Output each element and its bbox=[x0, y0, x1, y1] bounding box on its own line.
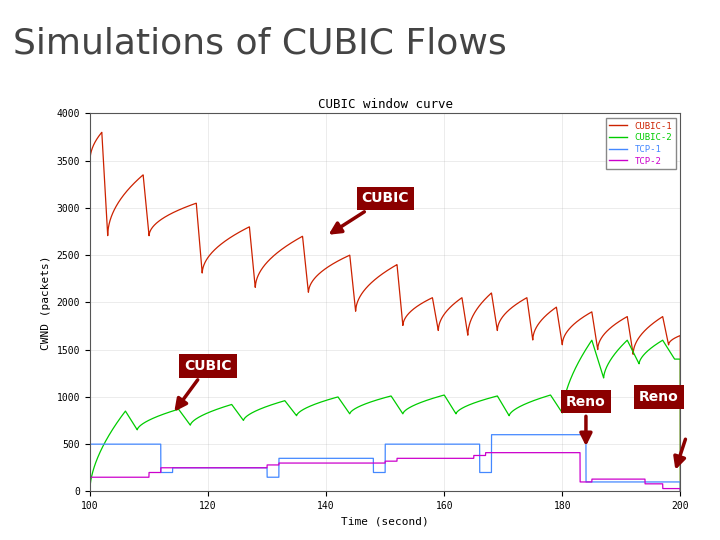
Text: CUBIC: CUBIC bbox=[332, 192, 409, 233]
Text: Simulations of CUBIC Flows: Simulations of CUBIC Flows bbox=[13, 26, 507, 60]
Text: Reno: Reno bbox=[639, 390, 679, 404]
Text: Reno: Reno bbox=[566, 395, 606, 442]
X-axis label: Time (second): Time (second) bbox=[341, 517, 429, 526]
Legend: CUBIC-1, CUBIC-2, TCP-1, TCP-2: CUBIC-1, CUBIC-2, TCP-1, TCP-2 bbox=[606, 118, 676, 169]
Text: 66: 66 bbox=[10, 83, 30, 97]
Title: CUBIC window curve: CUBIC window curve bbox=[318, 98, 453, 111]
Y-axis label: CWND (packets): CWND (packets) bbox=[41, 255, 51, 350]
Text: CUBIC: CUBIC bbox=[176, 359, 232, 409]
